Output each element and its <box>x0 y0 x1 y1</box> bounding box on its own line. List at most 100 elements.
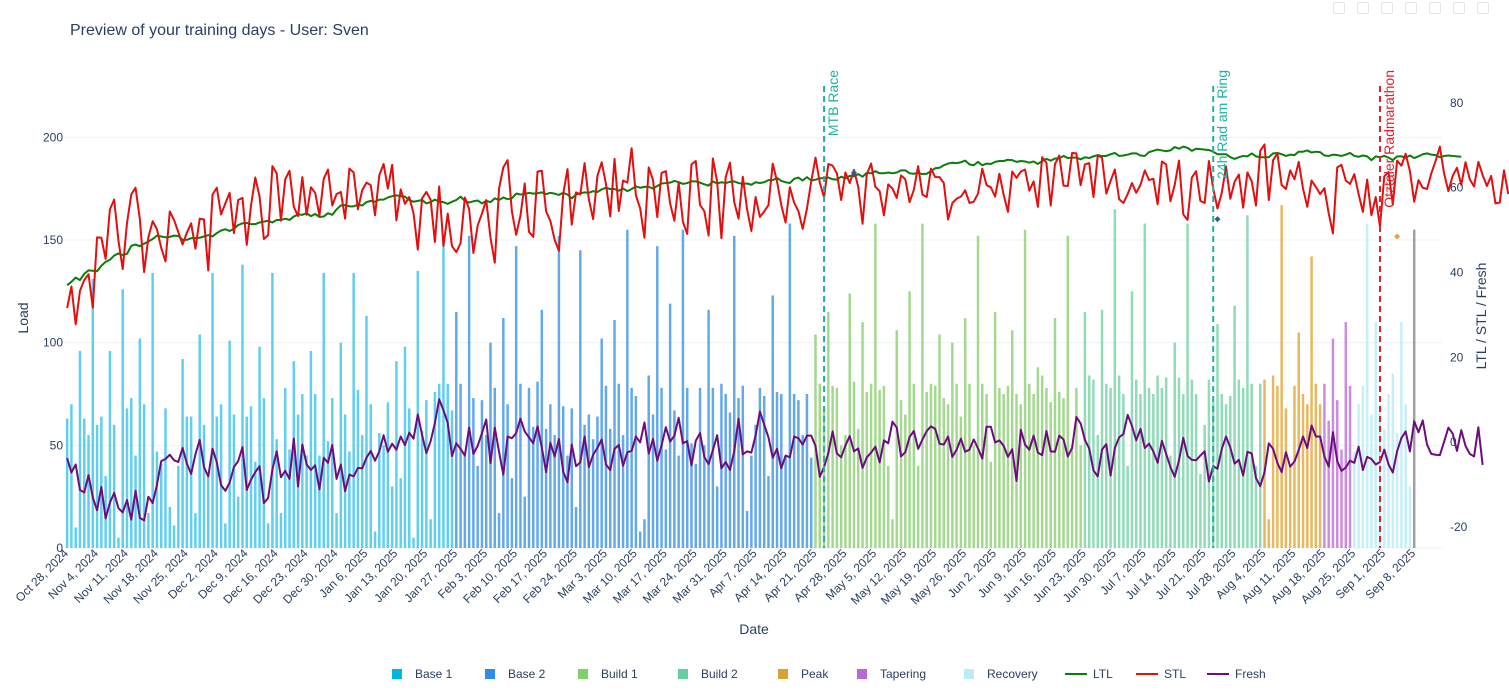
autoscale-icon[interactable] <box>1453 2 1465 14</box>
zoom-out-icon[interactable] <box>1429 2 1441 14</box>
load-bar <box>241 264 244 548</box>
legend-item[interactable]: LTL <box>1065 667 1113 681</box>
load-bar <box>1045 387 1048 548</box>
load-bar <box>532 426 535 548</box>
legend-label: STL <box>1164 667 1186 681</box>
load-bar <box>1092 379 1095 548</box>
load-bar <box>626 229 629 548</box>
legend-item[interactable]: Build 2 <box>678 667 738 681</box>
load-bar <box>831 385 834 548</box>
legend-label: Fresh <box>1235 667 1266 681</box>
load-bar <box>544 428 548 548</box>
load-bar <box>638 531 642 548</box>
load-bar <box>1331 338 1335 548</box>
load-bar <box>1400 322 1403 548</box>
load-bar <box>1374 322 1377 548</box>
legend-item[interactable]: Build 1 <box>578 667 638 681</box>
legend-item[interactable]: Peak <box>778 667 829 681</box>
load-bar <box>882 385 886 548</box>
load-bar <box>587 414 591 548</box>
load-bar <box>1053 318 1057 548</box>
load-bar <box>1314 383 1318 548</box>
load-bar <box>707 309 710 548</box>
modebar[interactable] <box>1333 2 1489 14</box>
load-bar <box>352 272 355 548</box>
load-bar <box>455 311 458 548</box>
legend-label: Base 2 <box>508 667 546 681</box>
load-bar <box>591 439 595 548</box>
load-bar <box>656 246 659 548</box>
load-bar <box>899 400 903 548</box>
load-bar <box>865 391 869 548</box>
load-bar <box>258 346 261 548</box>
load-bar <box>690 443 693 548</box>
legend-item[interactable]: Base 1 <box>392 667 453 681</box>
legend-item[interactable]: Tapering <box>857 667 926 681</box>
load-bar <box>476 465 479 548</box>
load-bar <box>425 400 428 548</box>
load-bar <box>733 235 736 549</box>
legend-item[interactable]: STL <box>1136 667 1186 681</box>
load-bar <box>369 404 373 548</box>
legend-item[interactable]: Base 2 <box>485 667 546 681</box>
y-tick-label: 200 <box>43 130 63 144</box>
load-bar <box>968 383 971 548</box>
load-bar <box>540 309 544 548</box>
load-bar <box>219 404 223 548</box>
load-bar <box>583 424 586 548</box>
load-bar <box>711 387 715 548</box>
load-bar <box>1250 383 1253 548</box>
load-bar <box>951 342 954 548</box>
legend-swatch <box>964 669 974 679</box>
load-bar <box>373 531 377 548</box>
load-bar <box>1237 379 1241 548</box>
load-bar <box>1340 449 1343 548</box>
load-bar <box>215 416 219 548</box>
load-bar <box>1143 223 1147 548</box>
load-bar <box>147 513 150 548</box>
load-bar <box>484 435 488 548</box>
load-bar <box>750 455 753 548</box>
load-bar <box>604 385 608 548</box>
zoom-icon[interactable] <box>1357 2 1369 14</box>
load-bar <box>78 350 82 548</box>
load-bar <box>83 418 86 548</box>
load-bar <box>685 387 689 548</box>
legend-item[interactable]: Recovery <box>964 667 1038 681</box>
load-bar <box>65 418 69 548</box>
legend-label: Peak <box>801 667 829 681</box>
reset-axes-icon[interactable] <box>1477 2 1489 14</box>
load-bar <box>904 414 907 548</box>
pan-icon[interactable] <box>1381 2 1393 14</box>
legend-item[interactable]: Fresh <box>1207 667 1266 681</box>
load-bar <box>360 435 364 548</box>
legend-label: Base 1 <box>415 667 453 681</box>
load-bar <box>420 430 424 548</box>
load-bar <box>1412 229 1416 548</box>
load-bar <box>121 289 124 548</box>
load-bar <box>1370 414 1373 548</box>
load-bar <box>788 223 792 548</box>
load-bar <box>664 449 668 548</box>
load-bar <box>292 361 296 548</box>
load-bar <box>189 416 193 548</box>
load-bar <box>527 387 531 548</box>
load-bar <box>1083 311 1087 548</box>
load-bar <box>433 391 437 548</box>
load-bar <box>737 398 740 548</box>
load-bar <box>1066 235 1070 549</box>
camera-icon[interactable] <box>1333 2 1345 14</box>
load-bar <box>651 414 655 548</box>
load-bar <box>574 506 578 548</box>
load-bar <box>1186 223 1189 548</box>
load-bar <box>549 404 552 548</box>
load-bar <box>386 402 390 548</box>
load-bar <box>1211 402 1215 548</box>
event-annotations: MTB Race 24h Rad am Ring Ötztaler Radmarat… <box>823 70 1397 548</box>
load-bar <box>1079 445 1082 548</box>
zoom-in-icon[interactable] <box>1405 2 1417 14</box>
load-bar <box>925 391 928 548</box>
y-tick-label: 50 <box>50 438 64 452</box>
load-bar <box>981 383 984 548</box>
